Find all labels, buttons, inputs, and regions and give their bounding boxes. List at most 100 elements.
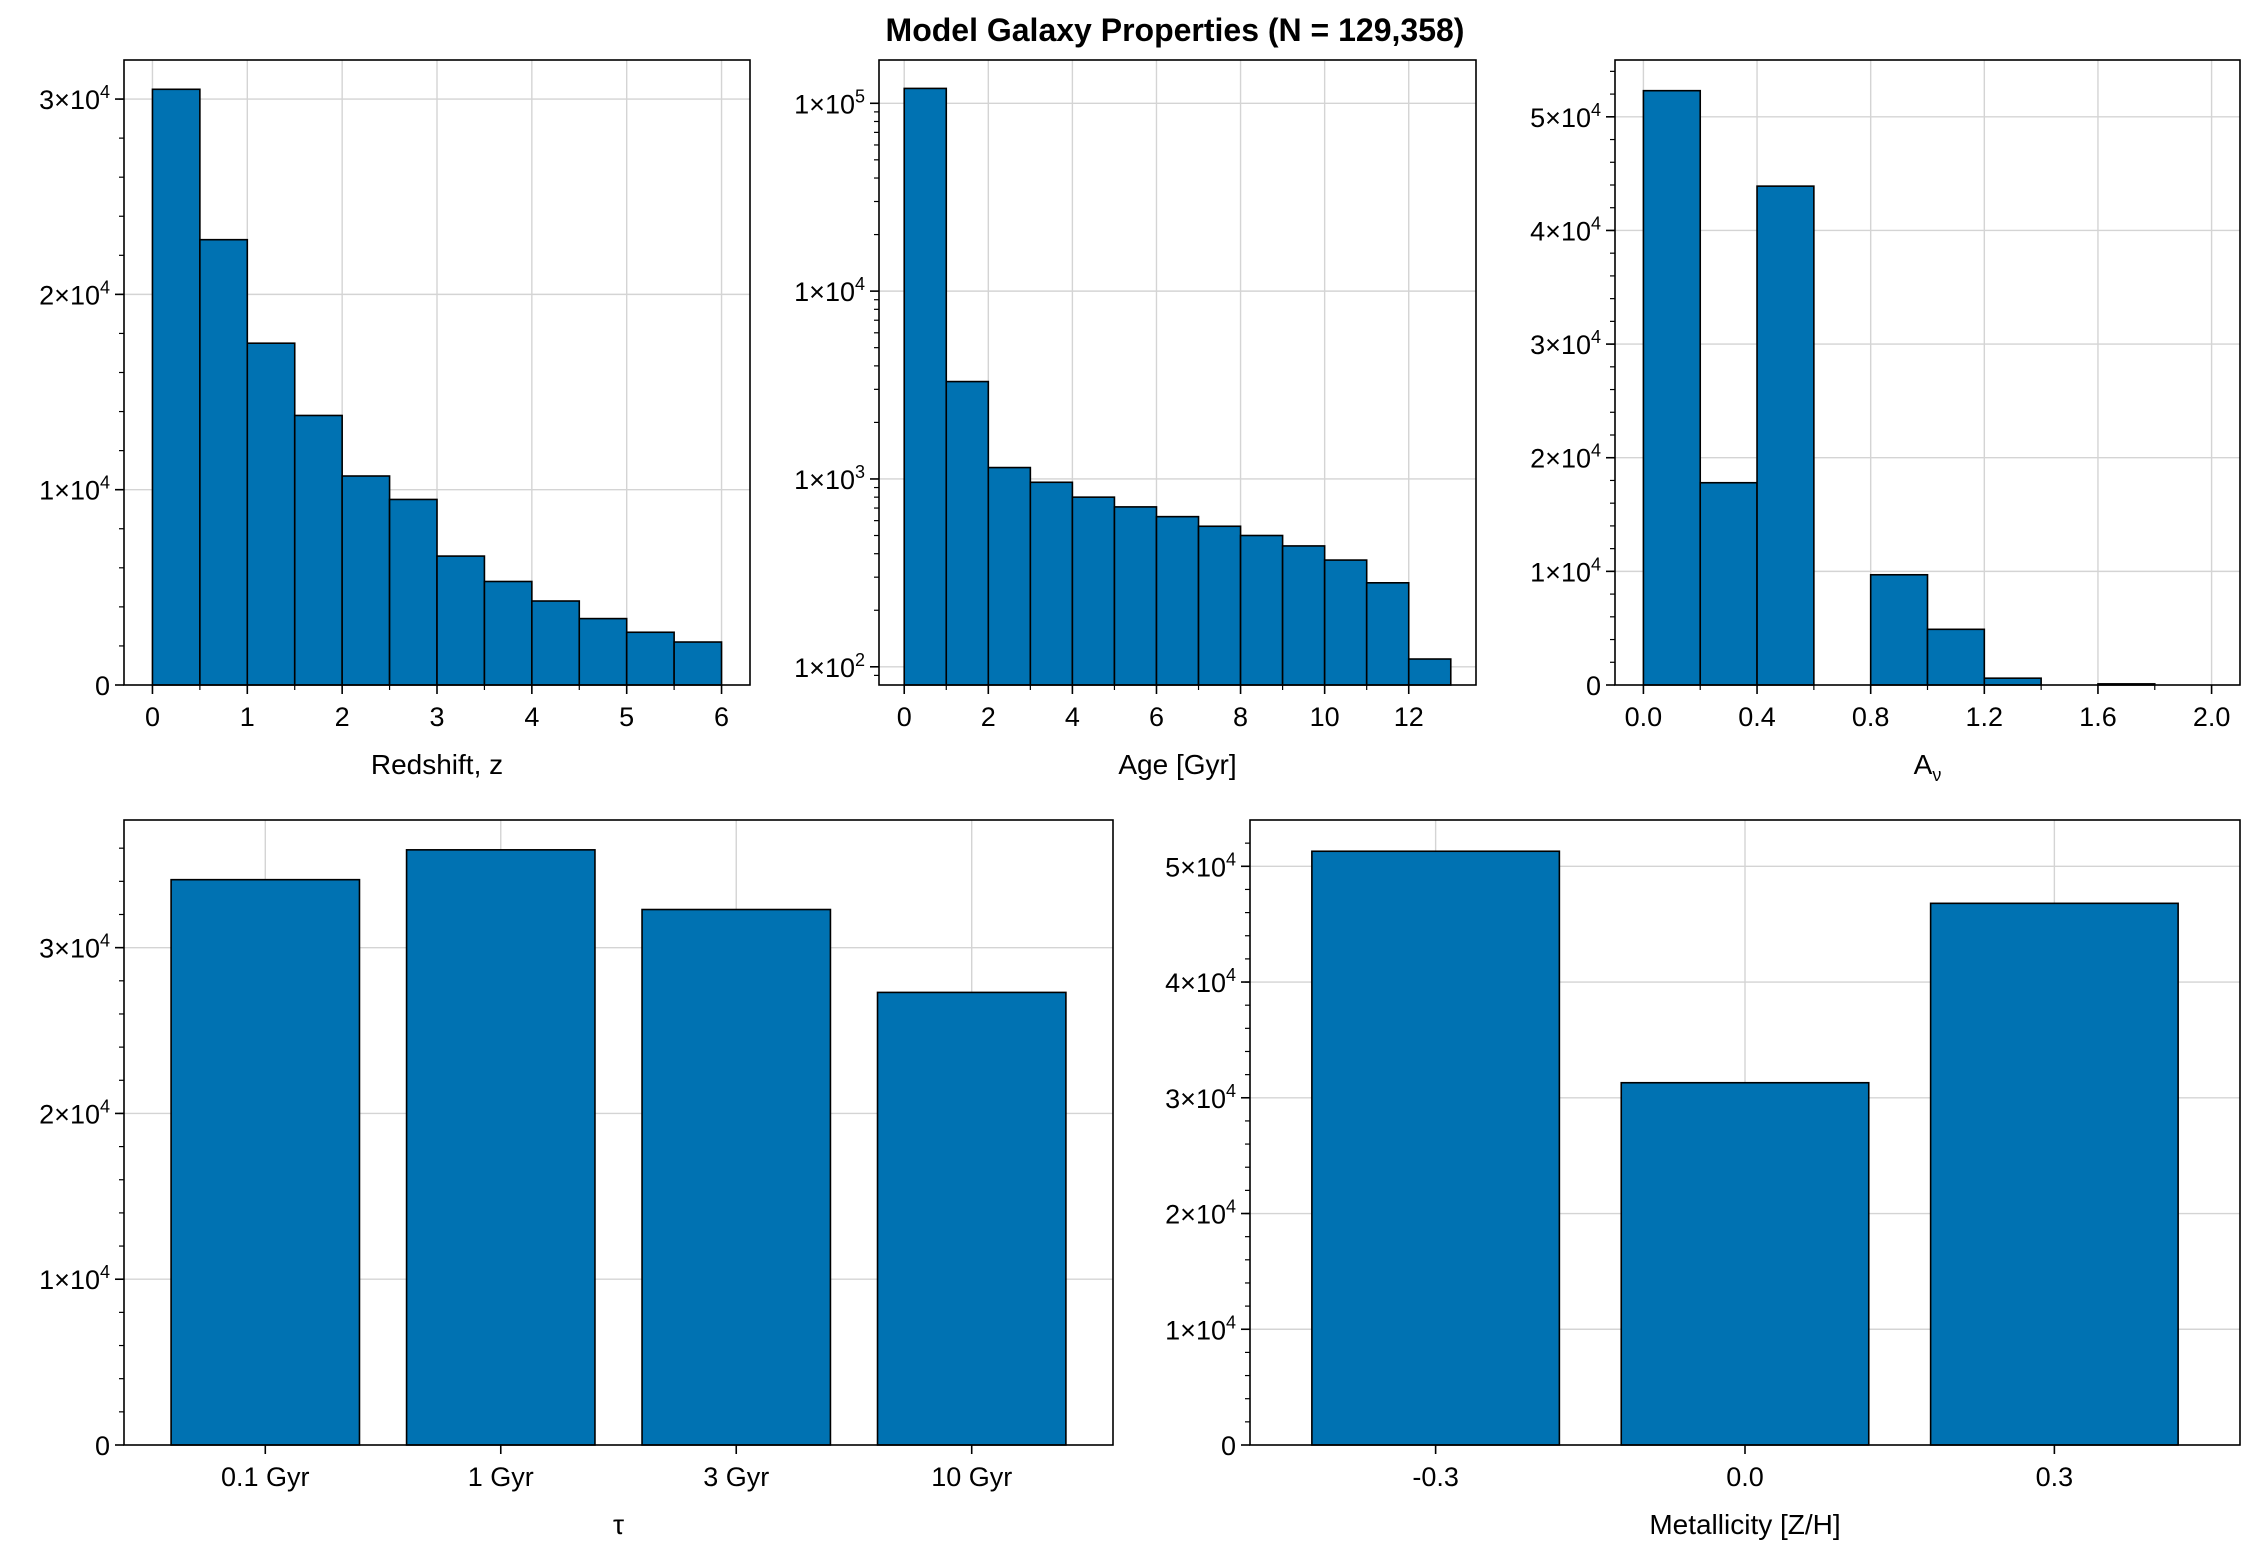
x-axis-label: Age [Gyr]	[1118, 749, 1236, 780]
x-tick-label: 6	[1149, 702, 1164, 732]
bars	[903, 87, 1452, 686]
figure-title: Model Galaxy Properties (N = 129,358)	[886, 12, 1465, 48]
bar	[876, 991, 1067, 1446]
bar	[1323, 559, 1368, 686]
bar	[341, 475, 391, 686]
bar	[1071, 496, 1116, 686]
x-tick-label: 10 Gyr	[931, 1462, 1012, 1492]
x-tick-label: 0.8	[1852, 702, 1890, 732]
x-tick-label: 2	[981, 702, 996, 732]
y-tick-label: 3×104	[39, 931, 110, 964]
y-tick-label: 1×104	[1165, 1312, 1236, 1345]
bar	[531, 600, 581, 686]
chart-panel-2: 0 2 4 6 8 10 12 1×102 1×103 1×104 1×105 Age [Gyr]	[794, 59, 1477, 780]
x-tick-label: 0.0	[1625, 702, 1663, 732]
x-tick-label: 2.0	[2193, 702, 2231, 732]
y-tick-label: 1×104	[1530, 554, 1601, 587]
bar	[1620, 1081, 1870, 1446]
x-axis-label: Aν	[1914, 749, 1942, 785]
bar	[1642, 89, 1702, 686]
y-tick-label: 0	[95, 671, 110, 701]
y-tick-label: 4×104	[1530, 213, 1601, 246]
bars	[1311, 850, 2179, 1446]
y-tick-label: 1×104	[39, 473, 110, 506]
x-tick-label: 4	[1065, 702, 1080, 732]
bar	[1699, 481, 1758, 686]
bar	[673, 641, 723, 686]
y-tick-label: 1×105	[794, 86, 865, 119]
y-tick-label: 0	[95, 1431, 110, 1461]
x-axis-label: τ	[613, 1509, 624, 1540]
x-axis-label: Metallicity [Z/H]	[1649, 1509, 1840, 1540]
x-tick-label: 3	[429, 702, 444, 732]
bar	[903, 87, 948, 686]
y-tick-label: 5×104	[1530, 100, 1601, 133]
y-tick-label: 3×104	[39, 82, 110, 115]
x-tick-label: 10	[1310, 702, 1340, 732]
bar	[945, 380, 990, 686]
bar	[1926, 628, 1986, 686]
bar	[1311, 850, 1561, 1446]
bar	[1983, 677, 2042, 686]
bar	[1365, 582, 1410, 686]
bar	[1281, 545, 1326, 686]
y-tick-label: 1×104	[794, 274, 865, 307]
bar	[483, 580, 533, 686]
chart-panel-4: 0.1 Gyr 1 Gyr 3 Gyr 10 Gyr 0 1×104 2×104 3×104 τ	[39, 819, 1114, 1540]
bar	[1029, 481, 1074, 686]
x-tick-label: 1.2	[1966, 702, 2004, 732]
y-tick-label: 2×104	[39, 1096, 110, 1129]
bars	[1642, 89, 2156, 686]
x-tick-label: 6	[714, 702, 729, 732]
y-tick-label: 2×104	[39, 277, 110, 310]
x-tick-label: 3 Gyr	[703, 1462, 769, 1492]
x-tick-label: 5	[619, 702, 634, 732]
x-tick-label: 1 Gyr	[468, 1462, 534, 1492]
bar	[1155, 515, 1200, 686]
x-tick-label: 8	[1233, 702, 1248, 732]
bar	[405, 849, 596, 1446]
y-tick-label: 2×104	[1530, 441, 1601, 474]
bar	[1113, 506, 1158, 686]
bar	[170, 878, 361, 1446]
x-tick-label: 4	[524, 702, 539, 732]
axes-frame	[878, 59, 1477, 686]
bar	[436, 555, 486, 686]
x-tick-label: 1.6	[2079, 702, 2117, 732]
x-tick-label: 0.3	[2036, 1462, 2074, 1492]
bar	[388, 498, 438, 686]
y-tick-label: 2×104	[1165, 1197, 1236, 1230]
bar	[625, 631, 675, 686]
x-tick-label: 0.1 Gyr	[221, 1462, 310, 1492]
grid	[1615, 60, 2240, 685]
x-tick-label: 1	[240, 702, 255, 732]
axes-frame	[123, 819, 1114, 1446]
y-tick-label: 1×104	[39, 1262, 110, 1295]
bar	[246, 342, 296, 686]
bar	[1407, 658, 1452, 686]
y-tick-label: 1×102	[794, 650, 865, 683]
x-tick-label: 0.4	[1738, 702, 1776, 732]
bar	[987, 466, 1032, 686]
x-tick-label: 0	[145, 702, 160, 732]
bar	[1239, 534, 1284, 686]
chart-panel-5: -0.3 0.0 0.3 0 1×104 2×104 3×104 4×104 5×104 Meta…	[1165, 819, 2241, 1540]
x-tick-label: 0	[897, 702, 912, 732]
y-tick-label: 1×103	[794, 462, 865, 495]
bars	[170, 849, 1067, 1446]
chart-panel-1: 0 1 2 3 4 5 6 0 1×104 2×104 3×104 Redshift, z	[39, 59, 751, 780]
y-tick-label: 3×104	[1530, 327, 1601, 360]
chart-panel-3: 0.0 0.4 0.8 1.2 1.6 2.0 0 1×104 2×104 3×104 4×104 5…	[1530, 59, 2241, 785]
y-tick-label: 0	[1586, 671, 1601, 701]
bar	[578, 617, 628, 686]
x-axis-label: Redshift, z	[371, 749, 503, 780]
bar	[1929, 902, 2179, 1446]
x-tick-label: 2	[335, 702, 350, 732]
x-tick-label: 0.0	[1726, 1462, 1764, 1492]
bar	[199, 238, 249, 686]
bar	[1756, 185, 1815, 686]
y-tick-label: 5×104	[1165, 849, 1236, 882]
y-tick-label: 3×104	[1165, 1081, 1236, 1114]
bar	[293, 414, 343, 686]
